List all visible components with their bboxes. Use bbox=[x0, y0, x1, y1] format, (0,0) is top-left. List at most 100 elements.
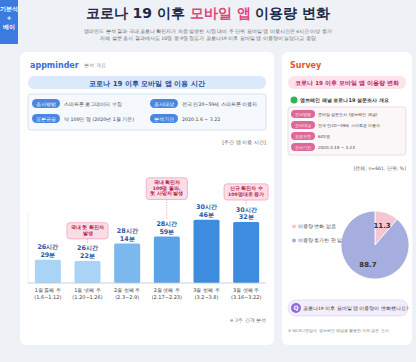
x-tick-label: 1월 둘째 주(1.6~1.12) bbox=[34, 287, 61, 300]
title-part: 이용량 변화 bbox=[251, 5, 331, 21]
legend-label: 이용량 변화 없음 bbox=[298, 224, 336, 229]
info-label: 조사대상 bbox=[295, 123, 311, 128]
chart-subtitle: [주간 앱 이용 시간] bbox=[222, 139, 266, 145]
info-box bbox=[28, 94, 266, 130]
question-bar bbox=[288, 300, 408, 316]
info-text: 2020.1.6 ~ 3.22 bbox=[182, 117, 220, 122]
x-tick-label-line: (1.20~1.26) bbox=[72, 294, 102, 300]
annotation-line: 발생 bbox=[83, 231, 93, 236]
value-label: 26시간29분 bbox=[37, 243, 58, 259]
pie bbox=[341, 211, 409, 279]
info-text: 약 100만 명 (2020년 1월 기준) bbox=[64, 117, 134, 122]
annotation-line: 신규 확진자 수 bbox=[230, 186, 263, 191]
info-label-bg bbox=[32, 114, 60, 123]
brand-tag: 분석 개요 bbox=[84, 62, 106, 68]
x-axis bbox=[28, 283, 266, 284]
info-label-bg bbox=[150, 99, 178, 108]
value-label: 28시간59분 bbox=[156, 220, 177, 236]
brand: Survey bbox=[290, 61, 322, 70]
title-part: 코로나 19 이후 bbox=[86, 5, 190, 21]
chart-title: 코로나 19 이후 모바일 앱 이용 시간 bbox=[89, 80, 204, 88]
value-label-line: 22분 bbox=[80, 252, 95, 260]
x-tick-label-line: (3.16~3.22) bbox=[231, 294, 261, 300]
value-label: 28시간14분 bbox=[117, 227, 138, 243]
info-text: 2020.3.19 ~ 3.23 bbox=[318, 145, 355, 150]
value-label-line: 29분 bbox=[40, 251, 55, 259]
legend-dot bbox=[292, 238, 296, 242]
bar bbox=[114, 244, 140, 283]
bar bbox=[233, 222, 259, 283]
annotation-box bbox=[146, 178, 187, 200]
value-label: 26시간22분 bbox=[77, 244, 98, 260]
annotation-leader bbox=[87, 239, 88, 243]
annotation-line: 국내 확진자 bbox=[154, 180, 181, 185]
x-tick-label: 1월 넷째 주(1.20~1.26) bbox=[72, 287, 102, 300]
chart-title: 코로나 19 이후 모바일 앱 이용량 변화 bbox=[295, 80, 398, 87]
info-label: 조사기간 bbox=[295, 145, 311, 150]
info-label: 표본규모 bbox=[36, 116, 56, 122]
annotation-box bbox=[67, 223, 108, 239]
brand: appminder bbox=[30, 61, 79, 70]
info-label-bg bbox=[32, 99, 60, 108]
x-tick-label: 2월 셋째 주(2.17~2.23) bbox=[152, 287, 182, 300]
bars bbox=[35, 220, 259, 283]
question: 코로나19 이후 모바일 앱 이용량이 변화했나요? bbox=[303, 306, 409, 311]
info-label: 조사방법 bbox=[36, 101, 56, 107]
heading-icon bbox=[291, 97, 298, 104]
x-tick-label-line: 2월 첫째 주 bbox=[114, 287, 140, 293]
info-label-bg bbox=[291, 143, 315, 151]
annotation-line: 국내 첫 확진자 bbox=[71, 225, 104, 230]
info-label-bg bbox=[291, 121, 315, 129]
x-tick-label-line: 1월 넷째 주 bbox=[74, 287, 100, 293]
x-tick-label: 2월 첫째 주(2.3~2.9) bbox=[114, 287, 140, 300]
subtitle: 앱마인드 분석 결과 국내 코로나 확진자가 처음 발생한 시점 대비 주 단위… bbox=[84, 29, 332, 34]
info-text: 스마트폰 로그데이터 수집 bbox=[64, 102, 122, 107]
tab-text: 기분석+ 베이 bbox=[0, 5, 18, 30]
x-tick-label-line: (2.17~2.23) bbox=[152, 294, 182, 300]
subtitle: 자체 설문 조사 결과에서도 10명 중 9명 정도가 코로나19 이후 모바일… bbox=[100, 36, 315, 41]
pie-label: 88.7 bbox=[359, 261, 376, 269]
x-tick-label-line: 2월 셋째 주 bbox=[154, 287, 180, 293]
survey-heading: 엠브레인 패널 코로나19 설문조사 개요 bbox=[300, 97, 389, 103]
value-label-line: 59분 bbox=[159, 228, 174, 236]
infographic: 기분석+ 베이코로나 19 이후 모바일 앱 이용량 변화 앱마인드 분석 결과 국… bbox=[0, 0, 416, 362]
annotation-leader bbox=[166, 200, 167, 219]
legend-label: 이용량 증가한 편 임 bbox=[298, 238, 342, 243]
bar bbox=[194, 220, 220, 283]
annotation-line: 첫 사망자 발생 bbox=[150, 191, 183, 196]
info-box bbox=[288, 107, 406, 155]
annotation-line: 100명대로 증가 bbox=[228, 192, 264, 197]
note: ※ 2주 간격 분석 bbox=[230, 318, 266, 323]
info-label-bg bbox=[291, 132, 315, 140]
tab-text-line: + bbox=[6, 14, 11, 21]
info-text: 전국 만20~59세 스마트폰 이용자 bbox=[182, 102, 257, 107]
chart-subtitle: [전체, n=601, 단위: %] bbox=[354, 166, 407, 171]
background bbox=[0, 0, 416, 362]
x-tick-label-line: (2.3~2.9) bbox=[115, 294, 139, 300]
x-tick-label-line: (1.6~1.12) bbox=[34, 294, 61, 300]
annotation-line: 100명 돌파, bbox=[153, 186, 181, 191]
left-card bbox=[20, 52, 274, 345]
value-label-line: 46분 bbox=[199, 211, 214, 219]
value-label-line: 32분 bbox=[239, 213, 254, 221]
tab-text-line: 기분석 bbox=[0, 5, 18, 13]
value-label: 30시간46분 bbox=[196, 203, 217, 219]
bar bbox=[154, 237, 180, 283]
x-tick-label: 3월 셋째 주(3.16~3.22) bbox=[231, 287, 261, 300]
x-tick-label-line: 3월 셋째 주 bbox=[233, 287, 259, 293]
info-text: 601명 bbox=[318, 134, 330, 139]
info-label: 분석기간 bbox=[154, 116, 174, 122]
info-label: 조사대상 bbox=[154, 101, 174, 107]
annotation: 국내 첫 확진자발생 bbox=[71, 225, 104, 236]
legend-dot bbox=[292, 224, 296, 228]
question-icon bbox=[291, 303, 301, 313]
value-label-line: 14분 bbox=[120, 235, 135, 243]
y-axis bbox=[28, 213, 29, 283]
annotation: 국내 확진자100명 돌파,첫 사망자 발생 bbox=[150, 180, 183, 196]
footnote: ※ NICE디앤알의 엠브레인 패널을 활용한 자체 설문 조사 bbox=[288, 328, 389, 333]
panel-title-bar bbox=[28, 76, 266, 89]
bar bbox=[35, 260, 61, 283]
question-mark: Q bbox=[293, 304, 298, 311]
annotation-leader bbox=[246, 200, 247, 204]
tab-text-line: 베이 bbox=[3, 23, 15, 30]
